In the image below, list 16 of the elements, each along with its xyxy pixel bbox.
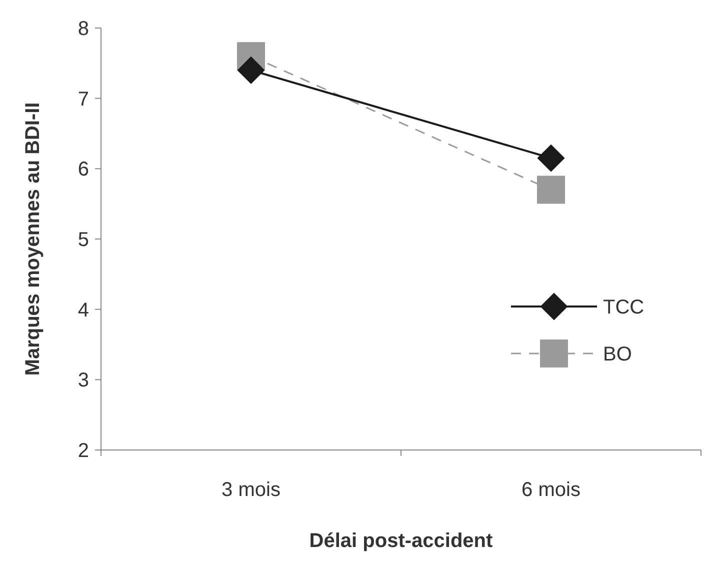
y-tick-label: 6 [78,158,89,181]
y-tick-label: 2 [78,440,89,462]
legend-label: TCC [603,296,644,319]
x-tick-label: 3 mois [222,479,280,501]
x-tick-label: 6 mois [522,479,580,501]
point [237,56,265,84]
point [537,176,565,204]
y-tick-label: 7 [78,88,89,110]
legend-label: BO [603,344,632,366]
y-tick-label: 5 [78,229,89,251]
y-tick-label: 4 [78,299,89,322]
y-axis-title: Marques moyennes au BDI-II [22,102,44,376]
y-tick-label: 3 [78,370,89,392]
point [537,144,565,172]
x-axis-title: Délai post-accident [309,530,494,552]
y-tick-label: 8 [78,18,89,40]
